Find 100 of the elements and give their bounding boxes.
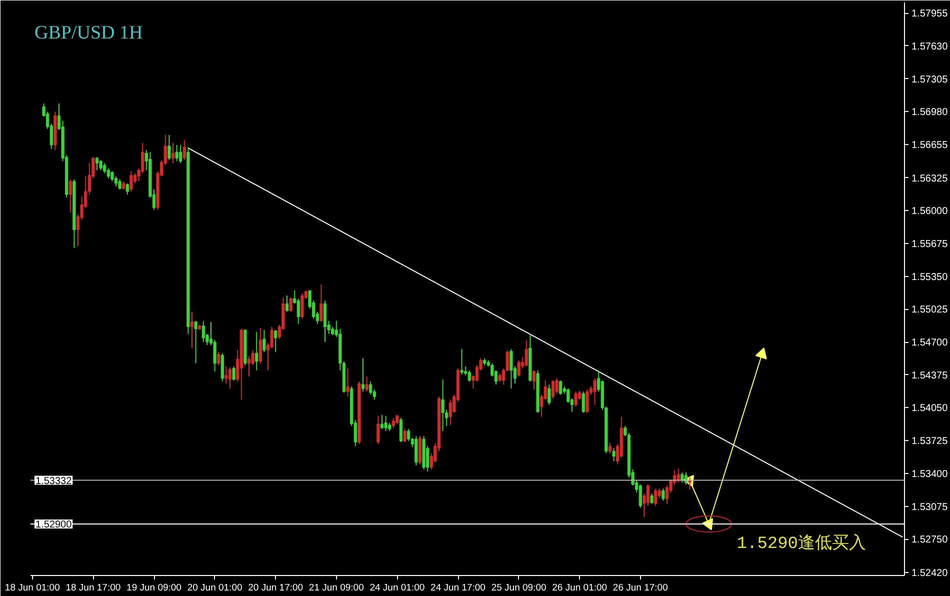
candlestick [247,356,251,377]
candlestick [662,488,665,502]
y-tick-label: 1.56000 [912,206,948,218]
y-tick-label: 1.56325 [912,173,948,184]
candlestick [582,391,585,414]
candlestick [396,414,399,424]
x-tick-label: 20 Jun 17:00 [248,582,304,594]
candlestick [130,170,133,192]
candlestick [555,378,558,394]
candlestick [274,329,278,353]
y-tick-label: 1.54700 [912,338,948,349]
text: GBP/USD 1H [34,22,143,44]
candlestick [217,352,220,366]
candlestick [524,340,528,367]
candlestick [258,327,262,364]
candlestick [224,366,228,384]
candlestick [99,160,102,171]
candlestick [460,348,464,375]
y-tick-label: 1.55350 [912,272,948,283]
candlestick [126,182,129,196]
x-tick-label: 26 Jun 17:00 [612,582,668,594]
x-tick-label: 18 Jun 01:00 [4,582,60,594]
candlestick [646,484,650,506]
candlestick [665,485,669,504]
candlestick [114,176,118,187]
candlestick [680,472,684,484]
candlestick [510,348,513,390]
x-tick-label: 25 Jun 09:00 [491,582,546,594]
candlestick [574,391,578,408]
y-tick-label: 1.53075 [912,502,948,513]
annotation: 1.5290逢低买入 [736,532,866,554]
candlestick [171,142,175,164]
candlestick [262,329,266,353]
y-tick-label: 1.52420 [912,568,948,579]
candlestick [361,358,365,392]
candlestick [548,384,551,406]
candlestick [586,389,589,414]
y-tick-label: 1.54050 [912,403,948,414]
candlestick [376,415,380,445]
candlestick [285,295,289,312]
candlestick [517,360,520,377]
candlestick [95,156,99,171]
x-tick-label: 18 Jun 17:00 [66,582,121,594]
candlestick [182,139,186,161]
candlestick [232,366,236,381]
y-tick-label: 1.54375 [912,370,948,382]
candlestick [608,442,612,454]
y-tick-label: 1.55025 [912,304,948,316]
candlestick [179,144,182,164]
y-tick-label: 1.53400 [912,468,948,480]
candlestick [228,366,232,390]
candlestick [369,380,372,396]
x-tick-label: 24 Jun 01:00 [370,582,425,594]
candlestick [168,134,171,161]
y-tick-label: 1.55675 [912,239,948,250]
y-tick-label: 1.56655 [912,140,948,151]
candlestick [365,376,368,392]
y-tick-label: 1.57955 [912,8,948,20]
y-tick-label: 1.57305 [912,74,948,86]
candlestick [532,370,536,390]
x-tick-label: 21 Jun 09:00 [308,582,364,594]
candlestick [551,380,555,400]
candlestick [380,414,384,430]
point [755,348,767,360]
candlestick [384,415,388,432]
candlestick [202,320,205,343]
candlestick [392,417,395,428]
candlestick [190,311,194,349]
candlestick [441,378,444,432]
candlestick [220,352,224,382]
y-tick-label: 1.52750 [912,534,948,546]
candlestick [559,380,562,396]
x-tick-label: 26 Jun 01:00 [552,582,608,594]
candlestick [323,300,327,343]
candlestick [399,417,403,443]
candlestick [194,320,198,364]
candlestick [255,331,258,371]
x-tick-label: 19 Jun 09:00 [126,582,182,594]
candlestick [414,436,418,466]
candlestick [68,178,72,214]
candlestick [468,370,471,382]
candlestick [300,293,304,320]
candlestick [638,484,642,508]
candlestick [118,178,122,190]
candlestick [593,378,596,406]
candlestick [650,493,654,504]
y-tick-label: 1.57630 [912,41,948,52]
candlestick [320,284,323,322]
candlestick [175,144,178,162]
x-tick-label: 20 Jun 01:00 [187,582,242,594]
candlestick [612,448,616,462]
candlestick [403,428,406,443]
candlestick [346,368,350,398]
candlestick [654,488,658,506]
candlestick [676,468,680,484]
ref-line-label: 1.52900 [36,519,72,530]
y-tick-label: 1.56980 [912,107,948,118]
candlestick [289,297,292,312]
y-tick-label: 1.53725 [912,436,948,448]
x-tick-label: 24 Jun 17:00 [430,582,486,594]
